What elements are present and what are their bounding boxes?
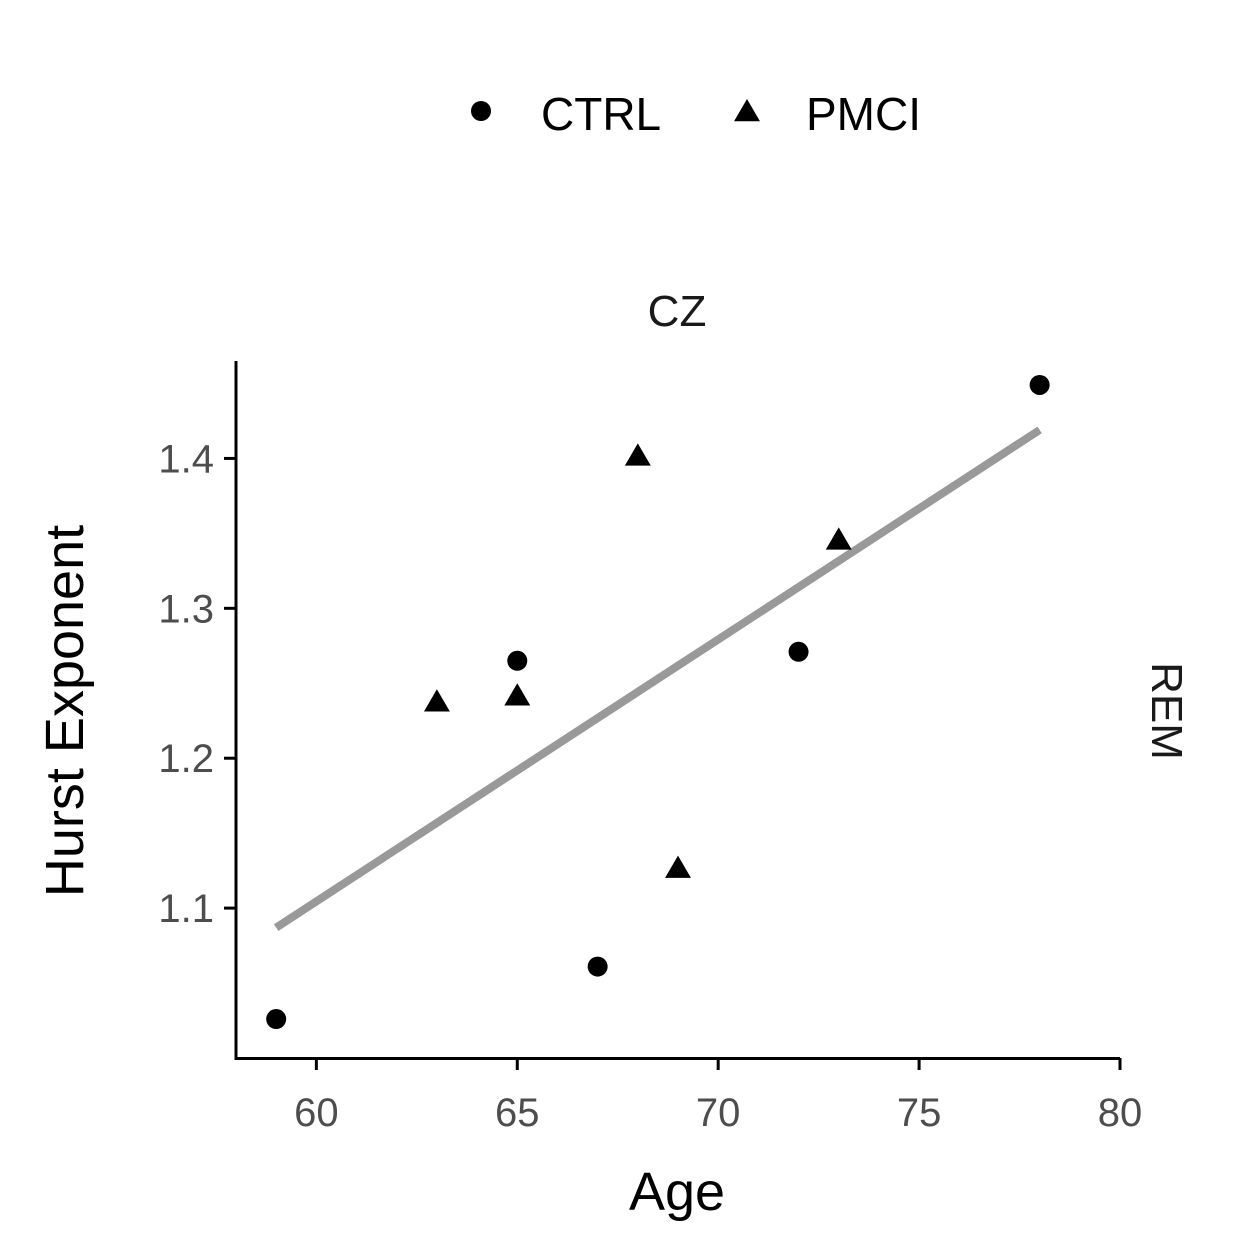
facet-label-right: REM — [1142, 662, 1191, 760]
point-pmci — [624, 443, 651, 466]
x-axis-ticks: 60 65 70 75 80 — [294, 1058, 1142, 1135]
point-ctrl — [788, 641, 809, 662]
facet-label-top: CZ — [648, 287, 707, 336]
x-tick-label: 75 — [897, 1091, 942, 1135]
point-pmci — [423, 689, 450, 712]
legend-key-triangle-icon — [734, 99, 760, 122]
legend-label-pmci: PMCI — [806, 88, 921, 140]
y-tick-label: 1.4 — [158, 437, 214, 481]
y-tick-label: 1.2 — [158, 737, 214, 781]
x-tick-label: 60 — [294, 1091, 339, 1135]
x-tick-label: 65 — [495, 1091, 540, 1135]
y-axis-ticks: 1.1 1.2 1.3 1.4 — [158, 437, 236, 931]
point-ctrl — [266, 1009, 287, 1030]
point-pmci — [504, 683, 531, 706]
x-tick-label: 80 — [1098, 1091, 1143, 1135]
legend-label-ctrl: CTRL — [541, 88, 661, 140]
point-pmci — [665, 855, 691, 878]
y-tick-label: 1.1 — [158, 887, 214, 931]
point-ctrl — [587, 956, 608, 977]
x-tick-label: 70 — [696, 1091, 741, 1135]
y-tick-label: 1.3 — [158, 587, 214, 631]
legend: CTRL PMCI — [471, 88, 921, 140]
y-axis-title: Hurst Exponent — [35, 525, 95, 897]
x-axis-title: Age — [629, 1162, 725, 1222]
trend-line — [273, 426, 1042, 931]
point-pmci — [825, 527, 852, 550]
plot-area — [266, 374, 1050, 1030]
point-ctrl — [507, 650, 528, 671]
legend-key-circle-icon — [471, 101, 491, 121]
point-ctrl — [1029, 374, 1050, 395]
